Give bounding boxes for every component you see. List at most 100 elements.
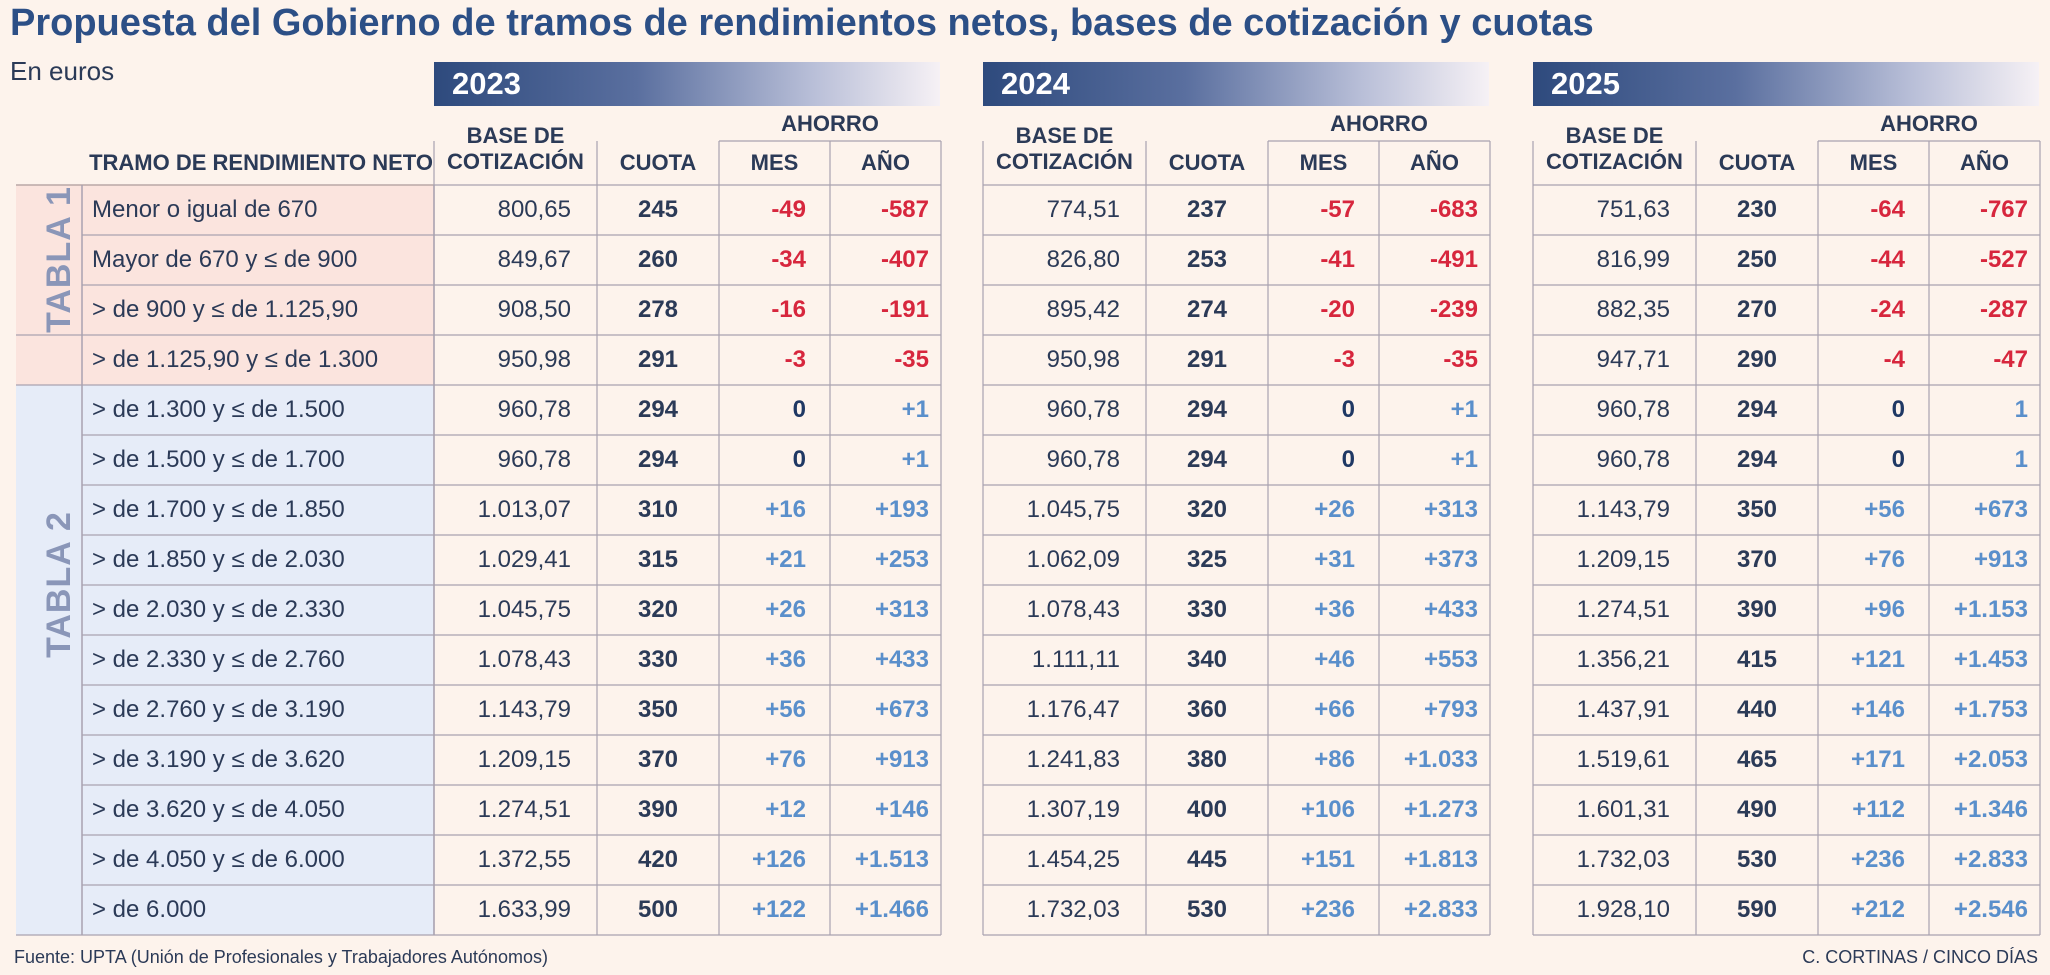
mes-cell: 0	[1341, 446, 1355, 473]
mes-cell: +112	[1852, 796, 1905, 823]
mes-cell: +36	[765, 646, 806, 673]
header-base-line2: COTIZACIÓN	[1546, 149, 1683, 174]
source-note: Fuente: UPTA (Unión de Profesionales y T…	[14, 947, 548, 967]
cuota-cell: 270	[1736, 296, 1778, 323]
cuota-cell: 465	[1736, 746, 1778, 773]
anio-cell: +1	[901, 446, 929, 473]
base-cell: 950,98	[497, 346, 571, 373]
base-cell: 1.633,99	[477, 896, 571, 923]
base-cell: 1.372,55	[477, 846, 571, 873]
header-ahorro: AHORRO	[781, 111, 879, 136]
anio-cell: 1	[2014, 396, 2028, 423]
mes-cell: +16	[765, 496, 806, 523]
base-cell: 1.176,47	[1026, 696, 1120, 723]
header-tramo: TRAMO DE RENDIMIENTO NETO	[89, 150, 433, 175]
cuota-cell: 291	[637, 346, 679, 373]
tramo-cell: > de 3.190 y ≤ de 3.620	[92, 746, 345, 773]
mes-cell: +106	[1300, 796, 1355, 823]
cuota-cell: 530	[1736, 846, 1778, 873]
base-cell: 1.437,91	[1576, 696, 1670, 723]
anio-cell: -35	[1443, 346, 1478, 373]
anio-cell: +2.053	[1953, 746, 2028, 773]
cuota-cell: 380	[1186, 746, 1228, 773]
cuota-cell: 250	[1736, 246, 1778, 273]
anio-cell: -35	[894, 346, 929, 373]
mes-cell: -24	[1870, 296, 1905, 323]
mes-cell: +21	[765, 546, 806, 573]
mes-cell: +212	[1850, 896, 1905, 923]
base-cell: 1.454,25	[1026, 846, 1120, 873]
base-cell: 1.209,15	[477, 746, 571, 773]
anio-cell: +1	[1450, 446, 1478, 473]
mes-cell: +236	[1850, 846, 1905, 873]
credit-note: C. CORTINAS / CINCO DÍAS	[1802, 947, 2038, 967]
mes-cell: +56	[1864, 496, 1905, 523]
anio-cell: +673	[874, 696, 929, 723]
mes-cell: +76	[765, 746, 806, 773]
anio-cell: +1.273	[1403, 796, 1478, 823]
mes-cell: +12	[765, 796, 806, 823]
tabla2-background	[16, 385, 434, 935]
header-base-line1: BASE DE	[1015, 123, 1114, 148]
cuota-cell: 490	[1736, 796, 1778, 823]
tramo-cell: > de 1.125,90 y ≤ de 1.300	[92, 346, 379, 373]
cuota-cell: 290	[1736, 346, 1778, 373]
header-base-line2: COTIZACIÓN	[996, 149, 1133, 174]
anio-cell: -407	[880, 246, 929, 273]
mes-cell: +26	[1314, 496, 1355, 523]
tramo-cell: > de 1.500 y ≤ de 1.700	[92, 446, 345, 473]
base-cell: 816,99	[1596, 246, 1670, 273]
mes-cell: -57	[1320, 196, 1355, 223]
mes-cell: +26	[765, 596, 806, 623]
cuota-cell: 291	[1186, 346, 1228, 373]
base-cell: 960,78	[1046, 446, 1120, 473]
cuota-cell: 350	[1736, 496, 1778, 523]
cuota-cell: 350	[637, 696, 679, 723]
base-cell: 1.209,15	[1576, 546, 1670, 573]
base-cell: 1.078,43	[477, 646, 571, 673]
mes-cell: +146	[1850, 696, 1905, 723]
anio-cell: -587	[880, 196, 929, 223]
anio-cell: +313	[1423, 496, 1478, 523]
anio-cell: +146	[874, 796, 929, 823]
cuota-cell: 530	[1186, 896, 1228, 923]
cuota-cell: 370	[1736, 546, 1778, 573]
anio-cell: +1.033	[1403, 746, 1478, 773]
mes-cell: +96	[1864, 596, 1905, 623]
header-cuota: CUOTA	[1718, 150, 1796, 175]
base-cell: 1.111,11	[1031, 646, 1120, 673]
cuota-cell: 360	[1186, 696, 1228, 723]
anio-cell: +313	[874, 596, 929, 623]
cuota-cell: 260	[637, 246, 679, 273]
base-cell: 1.013,07	[477, 496, 571, 523]
cuota-cell: 390	[637, 796, 679, 823]
year-bar: 2024	[983, 62, 1489, 106]
base-cell: 1.732,03	[1026, 896, 1120, 923]
tramo-cell: > de 1.300 y ≤ de 1.500	[92, 396, 345, 423]
mes-cell: 0	[1341, 396, 1355, 423]
cuota-cell: 294	[637, 446, 679, 473]
base-cell: 882,35	[1596, 296, 1670, 323]
anio-cell: +1.453	[1953, 646, 2028, 673]
header-base-line2: COTIZACIÓN	[447, 149, 584, 174]
tramo-cell: > de 4.050 y ≤ de 6.000	[92, 846, 345, 873]
base-cell: 1.062,09	[1026, 546, 1120, 573]
cuota-cell: 590	[1736, 896, 1778, 923]
header-base-line1: BASE DE	[1565, 123, 1664, 148]
header-cuota: CUOTA	[1168, 150, 1246, 175]
anio-cell: +253	[874, 546, 929, 573]
anio-cell: +2.546	[1953, 896, 2028, 923]
base-cell: 960,78	[1596, 396, 1670, 423]
anio-cell: -47	[1993, 346, 2028, 373]
cuota-cell: 294	[637, 396, 679, 423]
mes-cell: -20	[1320, 296, 1355, 323]
base-cell: 960,78	[1046, 396, 1120, 423]
header-anio: AÑO	[1410, 150, 1459, 175]
tramo-cell: > de 2.760 y ≤ de 3.190	[92, 696, 345, 723]
page-title: Propuesta del Gobierno de tramos de rend…	[10, 2, 1594, 44]
header-mes: MES	[1299, 150, 1348, 175]
header-mes: MES	[1849, 150, 1898, 175]
base-cell: 849,67	[497, 246, 571, 273]
tramo-cell: Mayor de 670 y ≤ de 900	[92, 246, 358, 273]
anio-cell: +2.833	[1403, 896, 1478, 923]
